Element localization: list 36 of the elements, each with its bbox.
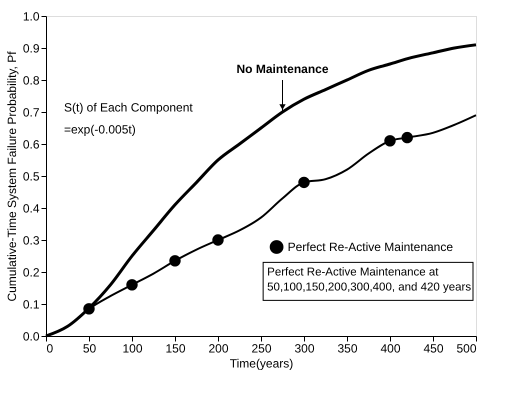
x-axis-title: Time(years) bbox=[230, 356, 294, 370]
annotation: =exp(-0.005t) bbox=[64, 122, 136, 136]
y-tick-label: 0.1 bbox=[22, 298, 40, 312]
point bbox=[126, 279, 138, 290]
point bbox=[83, 303, 95, 314]
x-tick-label: 250 bbox=[251, 342, 272, 356]
x-tick-label: 500 bbox=[456, 342, 477, 356]
x-tick-label: 300 bbox=[294, 342, 315, 356]
point bbox=[402, 132, 413, 144]
x-tick-label: 50 bbox=[82, 342, 96, 356]
y-tick-label: 0.4 bbox=[22, 202, 40, 216]
y-tick-label: 0.0 bbox=[22, 330, 40, 344]
legend-label: Perfect Re-Active Maintenance bbox=[288, 240, 454, 254]
point bbox=[169, 255, 181, 266]
y-tick-label: 0.8 bbox=[22, 74, 40, 88]
y-tick-label: 1.0 bbox=[22, 10, 40, 24]
y-tick-label: 0.3 bbox=[22, 234, 40, 248]
x-tick-label: 450 bbox=[423, 342, 444, 356]
y-tick-label: 0.7 bbox=[22, 106, 40, 120]
annotation: S(t) of Each Component bbox=[64, 100, 194, 114]
x-tick-label: 150 bbox=[165, 342, 186, 356]
x-tick-label: 100 bbox=[122, 342, 143, 356]
x-tick-label: 400 bbox=[380, 342, 401, 356]
x-tick-label: 200 bbox=[208, 342, 229, 356]
x-tick-label: 350 bbox=[337, 342, 358, 356]
y-tick-label: 0.2 bbox=[22, 266, 40, 280]
annotation: Perfect Re-Active Maintenance at 50,100,150,200,300,400, and 420 years bbox=[267, 266, 472, 294]
point bbox=[212, 234, 224, 246]
annotation: No Maintenance bbox=[236, 62, 329, 76]
x-tick-label: 0 bbox=[46, 342, 54, 356]
point bbox=[384, 135, 396, 146]
y-axis-title: Cumulative-Time System Failure Probability, Pf bbox=[4, 50, 19, 302]
y-tick-label: 0.6 bbox=[22, 138, 40, 152]
point bbox=[298, 176, 310, 188]
y-tick-label: 0.9 bbox=[22, 42, 40, 56]
y-tick-label: 0.5 bbox=[22, 170, 40, 184]
